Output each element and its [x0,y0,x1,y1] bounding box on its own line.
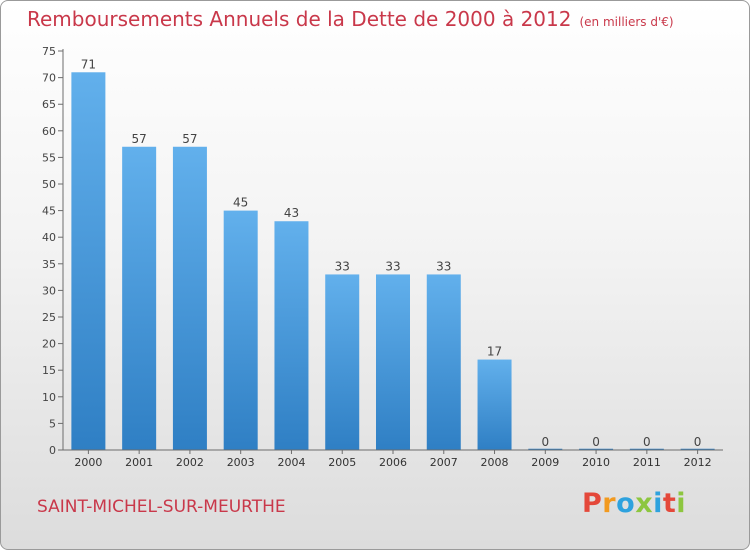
y-tick-label: 65 [42,98,56,111]
bar-series: 71 57 57 45 43 33 33 33 17 0 0 0 0 [71,57,715,451]
y-tick-label: 5 [49,417,56,430]
y-tick-label: 45 [42,205,56,218]
y-tick-label: 10 [42,391,56,404]
bar-value-label: 43 [284,206,299,220]
x-tick-label: 2004 [277,456,305,469]
bar-value-label: 45 [233,196,248,210]
logo-letter: P [582,488,603,519]
y-tick-label: 50 [42,178,56,191]
bar-value-label: 57 [132,132,147,146]
y-tick-label: 75 [42,45,56,58]
bar-value-label: 0 [643,435,651,449]
x-tick-label: 2009 [531,456,559,469]
bar-value-label: 57 [182,132,197,146]
city-name: SAINT-MICHEL-SUR-MEURTHE [37,497,286,517]
x-tick-label: 2001 [125,456,153,469]
bar-2006 [376,274,410,450]
y-tick-label: 15 [42,364,56,377]
x-tick-label: 2008 [481,456,509,469]
y-tick-label: 20 [42,338,56,351]
y-tick-label: 0 [49,444,56,457]
x-tick-label: 2010 [582,456,610,469]
bar-2005 [325,274,360,450]
bar-2002 [172,146,207,450]
bar-value-label: 0 [592,435,600,449]
logo-letter: r [602,488,617,519]
x-tick-label: 2011 [633,456,661,469]
bar-2001 [122,146,157,450]
y-tick-label: 60 [42,125,56,138]
bar-2004 [274,221,309,450]
x-tick-label: 2012 [684,456,712,469]
x-tick-label: 2002 [176,456,204,469]
bar-value-label: 33 [436,259,451,273]
x-tick-label: 2006 [379,456,407,469]
bar-value-label: 71 [81,57,96,71]
logo-letter: o [616,488,636,519]
x-tick-label: 2007 [430,456,458,469]
x-axis: 2000 2001 2002 2003 2004 2005 2006 2007 2008 2009… [63,449,723,469]
bar-2000 [71,72,106,450]
logo-letter: x [635,488,654,519]
chart-title-text: Remboursements Annuels de la Dette de 20… [27,7,572,31]
bar-2003 [223,210,258,450]
logo-letter: i [676,488,687,519]
x-tick-label: 2000 [74,456,102,469]
bar-2007 [426,274,461,450]
logo-letter: i [653,488,663,519]
y-tick-label: 70 [42,72,56,85]
x-tick-label: 2003 [227,456,255,469]
bar-2008 [477,359,512,450]
y-tick-label: 30 [42,284,56,297]
bar-value-label: 0 [541,435,549,449]
proxiti-logo[interactable]: Proxiti [582,488,686,519]
x-tick-label: 2005 [328,456,356,469]
y-axis: 0 5 10 15 20 25 30 35 40 45 50 55 60 65 70 75 [42,45,64,457]
chart-unit-label: (en milliers d'€) [579,15,674,29]
logo-letter: t [662,488,677,519]
bar-value-label: 17 [487,345,502,359]
bar-value-label: 0 [694,435,702,449]
y-tick-label: 25 [42,311,56,324]
bar-value-label: 33 [385,259,400,273]
y-tick-label: 40 [42,231,56,244]
y-tick-label: 35 [42,258,56,271]
bar-value-label: 33 [335,259,350,273]
y-tick-label: 55 [42,151,56,164]
chart-title: Remboursements Annuels de la Dette de 20… [27,7,674,31]
